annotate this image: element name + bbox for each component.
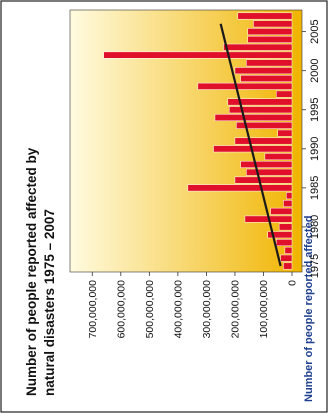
bar-2006 [253,20,293,28]
bar-1998 [197,82,293,90]
bar-1980 [278,223,293,231]
value-tick-label-700000000: 700,000,000 [87,280,99,339]
bar-2000 [234,67,293,75]
bars-group [103,12,293,270]
chart-title-line-1: Number of people reported affected by [24,147,39,396]
bar-2003 [223,43,293,51]
bar-1997 [276,90,293,98]
value-tick-label-500000000: 500,000,000 [144,280,156,339]
bar-1976 [280,254,293,262]
bar-1993 [236,121,293,129]
year-tick-label-1995: 1995 [309,98,321,122]
value-tick-label-200000000: 200,000,000 [229,280,241,339]
bar-1975 [283,262,293,270]
bar-2007 [237,12,293,20]
bar-1988 [240,160,293,168]
bar-2002 [103,51,293,59]
value-tick-label-0: 0 [287,280,299,286]
trendline-group [219,23,282,267]
value-tick-label-300000000: 300,000,000 [201,280,213,339]
value-tick-label-100000000: 100,000,000 [258,280,270,339]
bar-1979 [267,231,293,239]
bar-2005 [247,28,293,36]
bar-1977 [284,246,293,254]
bar-1999 [240,75,293,82]
value-axis: 0 100,000,000 200,000,000 300,000,000 400,00… [87,272,299,338]
bar-1996 [227,98,293,106]
year-axis: 1975 1980 1985 1990 1995 2000 2005 [302,19,321,278]
year-tick-label-2005: 2005 [309,19,321,43]
bar-1983 [283,200,293,207]
value-tick-label-600000000: 600,000,000 [115,280,127,339]
value-tick-label-400000000: 400,000,000 [172,280,184,339]
bar-1985 [187,184,293,192]
trend-line [219,23,282,267]
chart-title-line-2: natural disasters 1975 – 2007 [42,209,57,396]
bar-1986 [234,176,293,184]
chart-title: Number of people reported affected by na… [24,144,57,396]
bar-1987 [246,168,293,176]
year-tick-label-1990: 1990 [309,137,321,161]
bar-1982 [270,207,293,215]
year-tick-label-1980: 1980 [309,215,321,239]
year-tick-label-2000: 2000 [309,58,321,82]
bar-1984 [286,192,293,200]
bar-2001 [246,59,293,67]
year-tick-label-1985: 1985 [309,176,321,200]
bar-1991 [234,137,293,145]
bar-1978 [276,239,293,247]
y-axis-label: Number of people reported affected [303,216,315,402]
bar-1992 [277,129,293,137]
bar-1995 [228,106,293,114]
bar-1994 [214,114,293,122]
bar-2004 [247,35,293,43]
bar-1989 [264,153,293,161]
year-tick-label-1975: 1975 [309,254,321,278]
